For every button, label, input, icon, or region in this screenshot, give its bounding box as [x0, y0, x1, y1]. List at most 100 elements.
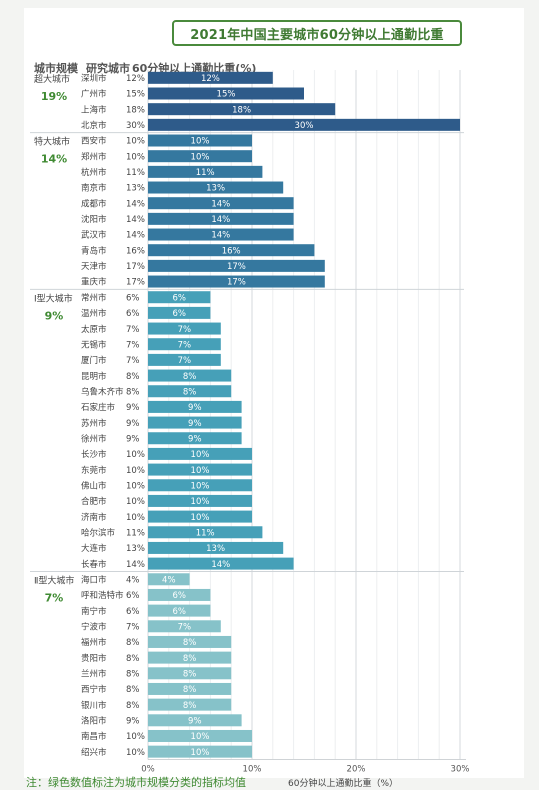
city-label: 厦门市	[81, 355, 107, 366]
value-label: 10%	[126, 152, 145, 162]
value-label: 11%	[126, 168, 145, 178]
bar-data-label: 13%	[206, 544, 225, 554]
city-label: 西安市	[81, 136, 107, 147]
bar	[148, 729, 252, 742]
bar-data-label: 6%	[172, 591, 186, 601]
city-label: 呼和浩特市	[81, 590, 124, 601]
bar-data-label: 8%	[183, 638, 197, 648]
bar	[148, 291, 211, 304]
chart-title: 2021年中国主要城市60分钟以上通勤比重	[172, 20, 462, 46]
city-label: 杭州市	[81, 167, 107, 178]
bar-data-label: 15%	[217, 90, 236, 100]
bar	[148, 682, 232, 695]
city-label: 宁波市	[81, 621, 107, 632]
bar	[148, 667, 232, 680]
city-label: 济南市	[81, 512, 107, 523]
bar-data-label: 7%	[178, 622, 192, 632]
bar-data-label: 9%	[188, 717, 202, 727]
city-label: 太原市	[81, 324, 107, 335]
bar-data-label: 10%	[191, 450, 210, 460]
bar	[148, 557, 294, 570]
bar	[148, 620, 221, 633]
x-axis-title: 60分钟以上通勤比重（%）	[288, 779, 399, 789]
city-label: 长沙市	[81, 449, 107, 460]
bar	[148, 275, 325, 288]
city-label: 哈尔滨市	[81, 527, 116, 538]
header-value: 60分钟以上通勤比重(%)	[132, 62, 257, 75]
bar	[148, 244, 315, 257]
bar-data-label: 8%	[183, 654, 197, 664]
city-label: 南宁市	[81, 606, 107, 617]
bar	[148, 494, 252, 507]
value-label: 6%	[126, 607, 140, 617]
value-label: 17%	[126, 262, 145, 272]
city-label: 常州市	[81, 292, 107, 303]
value-label: 10%	[126, 481, 145, 491]
city-label: 绍兴市	[81, 747, 107, 758]
group-avg-label: 14%	[41, 153, 67, 166]
bar-data-label: 7%	[178, 340, 192, 350]
value-label: 14%	[126, 231, 145, 241]
bar	[148, 714, 242, 727]
bar-data-label: 8%	[183, 387, 197, 397]
x-tick-label: 30%	[451, 764, 470, 774]
city-label: 兰州市	[81, 668, 107, 679]
city-label: 海口市	[81, 574, 107, 585]
city-label: 苏州市	[81, 418, 107, 429]
value-label: 9%	[126, 434, 140, 444]
bar-data-label: 10%	[191, 481, 210, 491]
bar-data-label: 8%	[183, 685, 197, 695]
bar-data-label: 10%	[191, 137, 210, 147]
city-label: 南昌市	[81, 731, 107, 742]
city-label: 郑州市	[81, 151, 107, 162]
city-label: 重庆市	[81, 277, 107, 288]
bar-data-label: 10%	[191, 152, 210, 162]
bar-data-label: 11%	[196, 528, 215, 538]
group-name: Ⅱ型大城市	[34, 574, 74, 586]
bar-data-label: 12%	[201, 74, 220, 84]
value-label: 14%	[126, 199, 145, 209]
bar-data-label: 11%	[196, 168, 215, 178]
bar	[148, 745, 252, 758]
bar-data-label: 8%	[183, 372, 197, 382]
bar	[148, 306, 211, 319]
value-label: 7%	[126, 340, 140, 350]
value-label: 8%	[126, 387, 140, 397]
bar	[148, 87, 304, 100]
value-label: 9%	[126, 717, 140, 727]
group-avg-label: 19%	[41, 90, 67, 103]
value-label: 14%	[126, 560, 145, 570]
header-city-size: 城市规模	[34, 62, 78, 75]
bar-data-label: 14%	[211, 560, 230, 570]
value-label: 17%	[126, 278, 145, 288]
city-label: 西宁市	[81, 684, 107, 695]
bar-data-label: 18%	[232, 105, 251, 115]
bar-data-label: 9%	[188, 419, 202, 429]
value-label: 8%	[126, 638, 140, 648]
bar	[148, 385, 232, 398]
x-tick-label: 0%	[141, 764, 155, 774]
value-label: 10%	[126, 466, 145, 476]
bar	[148, 150, 252, 163]
value-label: 6%	[126, 591, 140, 601]
group-name: Ⅰ型大城市	[34, 292, 73, 304]
value-label: 10%	[126, 497, 145, 507]
bar	[148, 510, 252, 523]
value-label: 16%	[126, 246, 145, 256]
bar	[148, 134, 252, 147]
bar-data-label: 4%	[162, 575, 176, 585]
bar-chart: 超大城市 19% 深圳市 12% 12% 广州市 15% 15% 上海市 18% 18% 北京市 30%…	[30, 70, 470, 774]
bar-data-label: 17%	[227, 262, 246, 272]
x-tick-label: 10%	[243, 764, 262, 774]
value-label: 10%	[126, 450, 145, 460]
city-label: 青岛市	[81, 245, 107, 256]
bar-data-label: 6%	[172, 607, 186, 617]
value-label: 13%	[126, 544, 145, 554]
bar	[148, 541, 284, 554]
bar-data-label: 13%	[206, 184, 225, 194]
bar	[148, 71, 273, 84]
value-label: 30%	[126, 121, 145, 131]
bar	[148, 447, 252, 460]
value-label: 14%	[126, 215, 145, 225]
value-label: 11%	[126, 528, 145, 538]
